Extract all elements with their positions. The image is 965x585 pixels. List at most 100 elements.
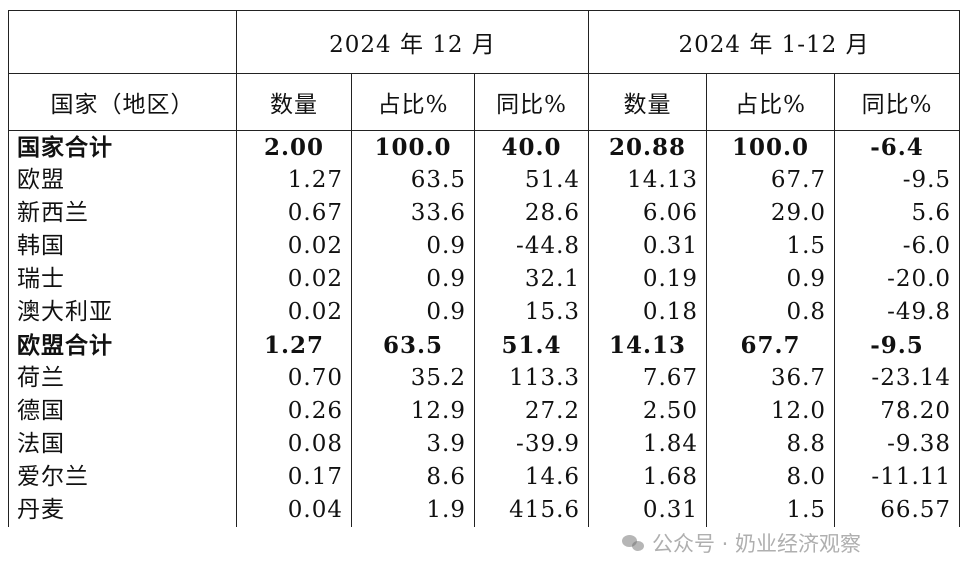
trade-table: 2024 年 12 月 2024 年 1-12 月 国家（地区） 数量 占比% … — [8, 10, 961, 527]
corner-cell — [8, 10, 237, 74]
cell-quantity-ytd: 1.68 — [588, 461, 708, 494]
cell-quantity: 0.02 — [236, 263, 352, 296]
cell-yoy: 14.6 — [473, 461, 590, 494]
cell-country: 新西兰 — [8, 197, 237, 230]
cell-quantity-ytd: 6.06 — [588, 197, 708, 230]
cell-yoy-ytd: -23.14 — [834, 362, 961, 395]
cell-yoy: 40.0 — [473, 130, 590, 164]
cell-quantity-ytd: 0.31 — [588, 230, 708, 263]
cell-share: 1.9 — [351, 494, 475, 527]
cell-share-ytd: 0.9 — [706, 263, 836, 296]
cell-yoy: 28.6 — [473, 197, 590, 230]
table-row: 爱尔兰 0.17 8.6 14.6 1.68 8.0 -11.11 — [8, 461, 961, 494]
cell-quantity: 0.02 — [236, 230, 352, 263]
cell-share-ytd: 1.5 — [706, 230, 836, 263]
col-header-quantity-ytd: 数量 — [588, 73, 708, 131]
cell-share: 0.9 — [351, 230, 475, 263]
cell-quantity: 0.26 — [236, 395, 352, 428]
cell-quantity: 0.17 — [236, 461, 352, 494]
cell-yoy: 113.3 — [473, 362, 590, 395]
cell-yoy: 51.4 — [473, 329, 590, 362]
column-header-row: 国家（地区） 数量 占比% 同比% 数量 占比% 同比% — [8, 73, 961, 131]
cell-quantity-ytd: 2.50 — [588, 395, 708, 428]
cell-share: 3.9 — [351, 428, 475, 461]
cell-quantity: 1.27 — [236, 329, 352, 362]
cell-yoy: 27.2 — [473, 395, 590, 428]
cell-yoy-ytd: -20.0 — [834, 263, 961, 296]
cell-share-ytd: 12.0 — [706, 395, 836, 428]
col-header-share: 占比% — [351, 73, 475, 131]
cell-country: 法国 — [8, 428, 237, 461]
cell-yoy-ytd: -6.0 — [834, 230, 961, 263]
table-row: 韩国 0.02 0.9 -44.8 0.31 1.5 -6.0 — [8, 230, 961, 263]
col-header-share-ytd: 占比% — [706, 73, 836, 131]
cell-yoy-ytd: 78.20 — [834, 395, 961, 428]
cell-share-ytd: 8.0 — [706, 461, 836, 494]
cell-yoy: 51.4 — [473, 164, 590, 197]
table-row: 荷兰 0.70 35.2 113.3 7.67 36.7 -23.14 — [8, 362, 961, 395]
cell-country: 瑞士 — [8, 263, 237, 296]
cell-quantity-ytd: 14.13 — [588, 164, 708, 197]
cell-quantity-ytd: 20.88 — [588, 130, 708, 164]
table-row: 新西兰 0.67 33.6 28.6 6.06 29.0 5.6 — [8, 197, 961, 230]
cell-share: 100.0 — [351, 130, 475, 164]
table-total-row: 欧盟合计 1.27 63.5 51.4 14.13 67.7 -9.5 — [8, 329, 961, 362]
cell-share: 8.6 — [351, 461, 475, 494]
table-total-row: 国家合计 2.00 100.0 40.0 20.88 100.0 -6.4 — [8, 130, 961, 164]
cell-yoy: 32.1 — [473, 263, 590, 296]
cell-quantity-ytd: 14.13 — [588, 329, 708, 362]
table-row: 瑞士 0.02 0.9 32.1 0.19 0.9 -20.0 — [8, 263, 961, 296]
cell-yoy: 415.6 — [473, 494, 590, 527]
col-header-country: 国家（地区） — [8, 73, 237, 131]
watermark-text: 公众号 · 奶业经济观察 — [652, 532, 862, 556]
col-header-yoy-ytd: 同比% — [834, 73, 961, 131]
cell-quantity: 2.00 — [236, 130, 352, 164]
group-header-december: 2024 年 12 月 — [235, 10, 590, 74]
cell-country: 荷兰 — [8, 362, 237, 395]
cell-share-ytd: 8.8 — [706, 428, 836, 461]
cell-share: 33.6 — [351, 197, 475, 230]
wechat-icon — [622, 533, 646, 553]
table-row: 丹麦 0.04 1.9 415.6 0.31 1.5 66.57 — [8, 494, 961, 527]
table-row: 澳大利亚 0.02 0.9 15.3 0.18 0.8 -49.8 — [8, 296, 961, 329]
cell-yoy-ytd: -9.38 — [834, 428, 961, 461]
cell-yoy-ytd: -6.4 — [834, 130, 961, 164]
cell-country: 德国 — [8, 395, 237, 428]
cell-quantity: 0.02 — [236, 296, 352, 329]
group-header-row: 2024 年 12 月 2024 年 1-12 月 — [8, 10, 961, 74]
cell-share: 35.2 — [351, 362, 475, 395]
cell-quantity-ytd: 1.84 — [588, 428, 708, 461]
col-header-quantity: 数量 — [236, 73, 352, 131]
cell-share: 12.9 — [351, 395, 475, 428]
cell-yoy-ytd: 5.6 — [834, 197, 961, 230]
cell-quantity: 0.67 — [236, 197, 352, 230]
cell-share: 0.9 — [351, 296, 475, 329]
group-header-full-year: 2024 年 1-12 月 — [588, 10, 961, 74]
cell-share-ytd: 1.5 — [706, 494, 836, 527]
cell-share-ytd: 29.0 — [706, 197, 836, 230]
table-row: 欧盟 1.27 63.5 51.4 14.13 67.7 -9.5 — [8, 164, 961, 197]
cell-share: 0.9 — [351, 263, 475, 296]
cell-quantity: 1.27 — [236, 164, 352, 197]
cell-yoy-ytd: -9.5 — [834, 164, 961, 197]
cell-country: 爱尔兰 — [8, 461, 237, 494]
watermark: 公众号 · 奶业经济观察 — [622, 525, 861, 561]
cell-quantity: 0.70 — [236, 362, 352, 395]
cell-country: 韩国 — [8, 230, 237, 263]
cell-country: 丹麦 — [8, 494, 237, 527]
cell-yoy-ytd: -49.8 — [834, 296, 961, 329]
cell-share: 63.5 — [351, 164, 475, 197]
cell-yoy-ytd: 66.57 — [834, 494, 961, 527]
cell-country: 欧盟合计 — [8, 329, 237, 362]
col-header-yoy: 同比% — [473, 73, 590, 131]
cell-quantity: 0.08 — [236, 428, 352, 461]
cell-quantity: 0.04 — [236, 494, 352, 527]
cell-share-ytd: 100.0 — [706, 130, 836, 164]
cell-country: 澳大利亚 — [8, 296, 237, 329]
cell-share: 63.5 — [351, 329, 475, 362]
cell-quantity-ytd: 0.19 — [588, 263, 708, 296]
table-row: 德国 0.26 12.9 27.2 2.50 12.0 78.20 — [8, 395, 961, 428]
cell-country: 欧盟 — [8, 164, 237, 197]
cell-country: 国家合计 — [8, 130, 237, 164]
cell-share-ytd: 0.8 — [706, 296, 836, 329]
